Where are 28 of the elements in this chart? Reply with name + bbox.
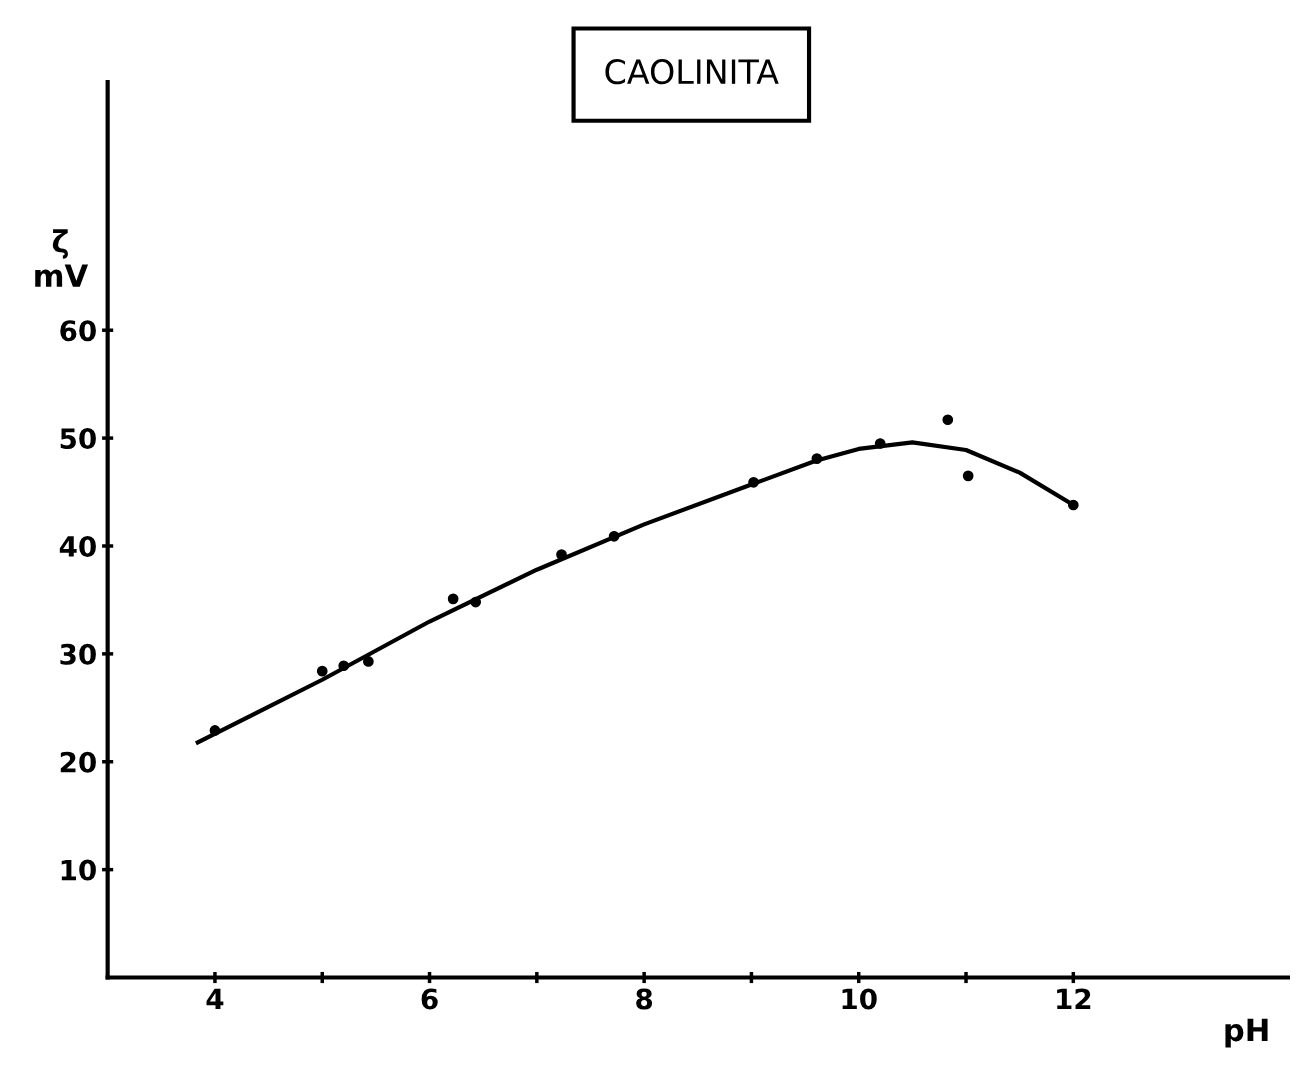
y-tick-label: 20	[60, 751, 96, 773]
x-tick-label: 4	[206, 988, 224, 1010]
y-tick-label: 60	[60, 320, 96, 342]
point	[874, 438, 886, 449]
point	[470, 596, 482, 608]
y-axis-title: ζ mV	[35, 229, 89, 287]
point	[209, 725, 221, 736]
x-tick-label: 10	[842, 988, 877, 1010]
y-tick-label: 50	[60, 428, 96, 450]
point	[962, 470, 974, 482]
x-tick-label: 12	[1057, 988, 1091, 1010]
point	[338, 660, 350, 672]
x-axis-title: pH	[1225, 1018, 1268, 1048]
point	[608, 530, 620, 542]
point	[447, 593, 459, 605]
chart-title: CAOLINITA	[605, 59, 779, 85]
y-tick-label: 40	[59, 535, 96, 557]
x-tick-label: 6	[421, 988, 438, 1010]
x-tick-label: 8	[636, 988, 653, 1010]
point	[811, 453, 823, 464]
point	[748, 476, 759, 488]
point	[1067, 499, 1079, 511]
y-tick-label: 10	[61, 859, 96, 881]
point	[363, 656, 374, 667]
point	[556, 549, 567, 560]
point	[316, 665, 328, 677]
y-tick-label: 30	[60, 643, 96, 665]
point	[942, 414, 954, 426]
